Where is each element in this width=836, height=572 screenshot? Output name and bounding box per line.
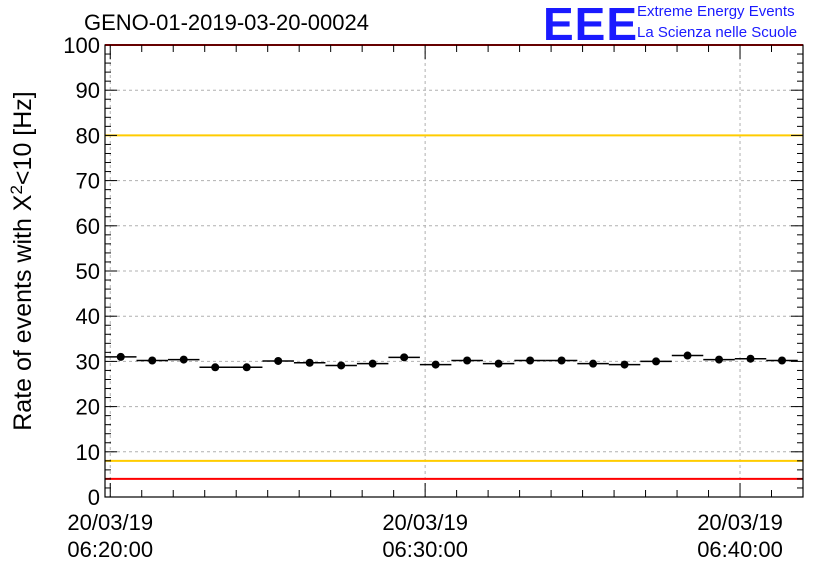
data-point — [179, 355, 188, 364]
data-point — [778, 356, 787, 365]
data-point — [337, 361, 346, 370]
y-tick-label: 50 — [76, 259, 100, 284]
eee-logo: EEE — [543, 0, 639, 50]
y-tick-label: 40 — [76, 304, 100, 329]
y-tick-label: 20 — [76, 395, 100, 420]
data-point — [589, 359, 598, 368]
y-tick-label: 80 — [76, 123, 100, 148]
data-point — [211, 363, 220, 372]
data-point — [620, 360, 629, 369]
x-tick-label-date: 20/03/19 — [67, 510, 153, 535]
y-axis-label: Rate of events with X2<10 [Hz] — [7, 91, 37, 431]
data-point — [463, 356, 472, 365]
data-point — [494, 359, 503, 368]
data-point — [400, 353, 409, 362]
data-point — [116, 352, 125, 361]
x-tick-label-date: 20/03/19 — [697, 510, 783, 535]
data-point — [148, 356, 157, 365]
chart-title: GENO-01-2019-03-20-00024 — [84, 10, 369, 35]
y-tick-label: 60 — [76, 214, 100, 239]
data-point — [715, 355, 724, 364]
y-tick-label: 100 — [63, 33, 100, 58]
logo-line-1: Extreme Energy Events — [637, 3, 795, 20]
y-tick-label: 0 — [88, 485, 100, 510]
x-tick-label-date: 20/03/19 — [382, 510, 468, 535]
y-tick-label: 10 — [76, 440, 100, 465]
x-tick-label-time: 06:20:00 — [67, 537, 153, 562]
data-point — [242, 363, 251, 372]
x-tick-label-time: 06:40:00 — [697, 537, 783, 562]
data-point — [683, 351, 692, 360]
data-point — [746, 354, 755, 363]
data-point — [652, 357, 661, 366]
y-tick-label: 70 — [76, 169, 100, 194]
y-tick-label: 30 — [76, 349, 100, 374]
data-point — [368, 359, 377, 368]
data-point — [431, 360, 440, 369]
data-point — [557, 356, 566, 365]
x-tick-label-time: 06:30:00 — [382, 537, 468, 562]
logo-line-2: La Scienza nelle Scuole — [637, 24, 798, 41]
y-tick-label: 90 — [76, 78, 100, 103]
data-point — [526, 356, 535, 365]
data-point — [274, 356, 283, 365]
data-point — [305, 358, 314, 367]
